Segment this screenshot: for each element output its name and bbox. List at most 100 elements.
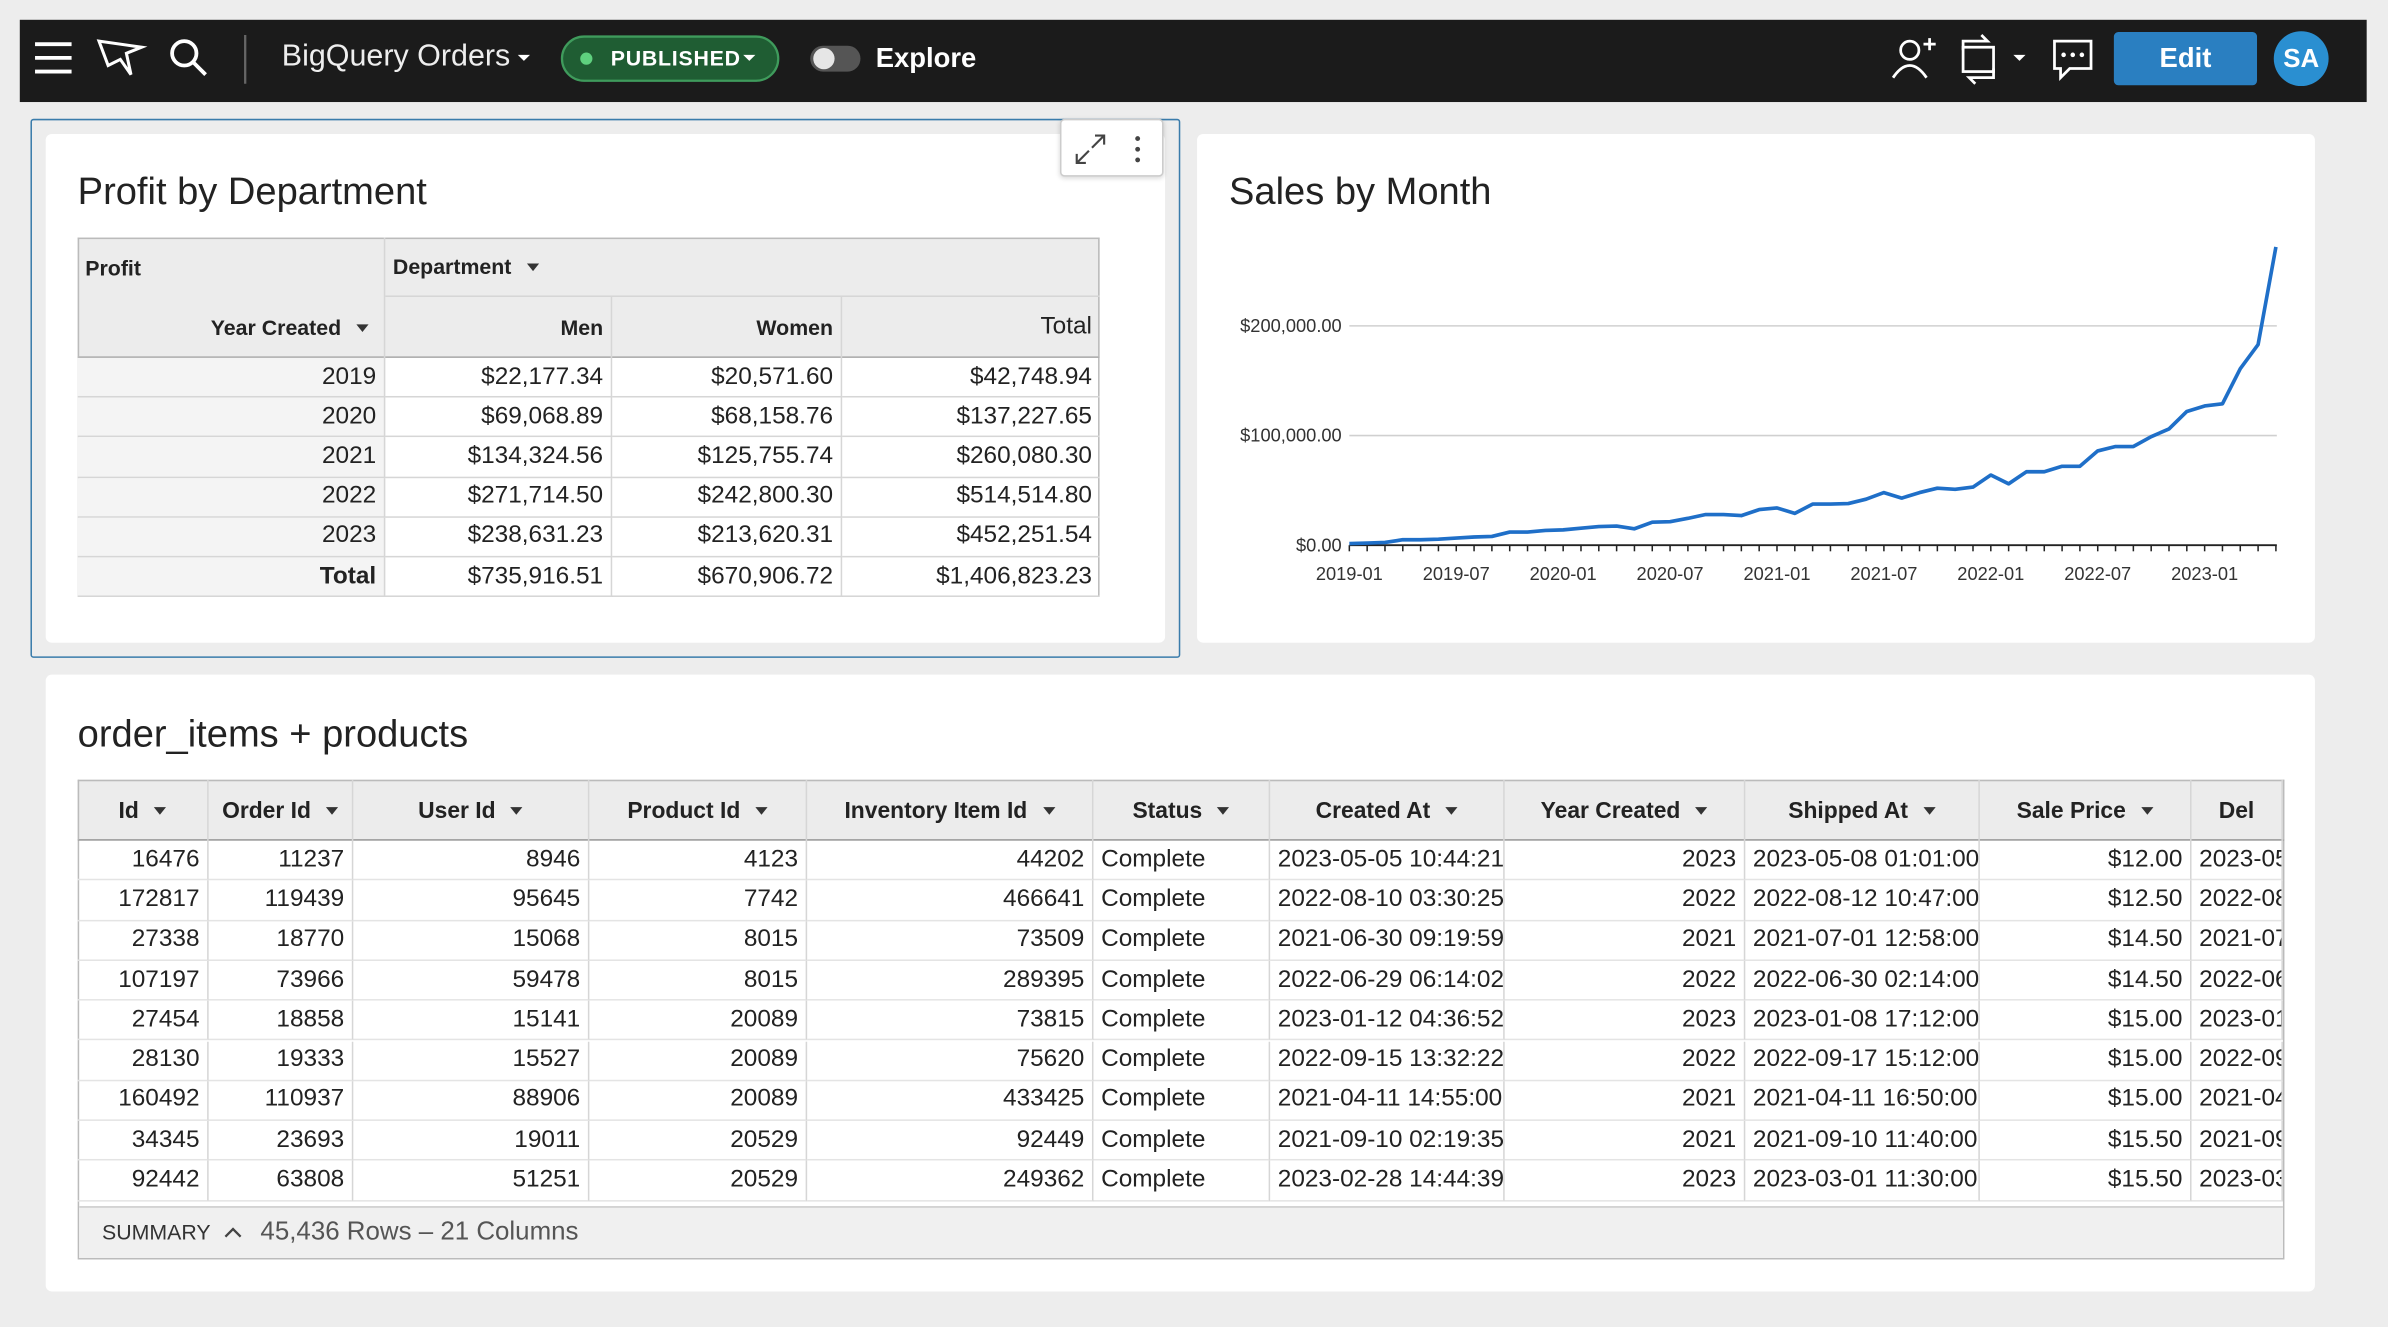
table-cell: 19011 bbox=[353, 1121, 590, 1162]
table-cell: 20089 bbox=[589, 1080, 808, 1122]
table-cell: 4123 bbox=[589, 840, 808, 881]
sort-caret[interactable] bbox=[1445, 806, 1458, 815]
pivot-cell: $69,068.89 bbox=[385, 397, 613, 438]
card-title: Sales by Month bbox=[1229, 170, 1492, 214]
table-cell: 59478 bbox=[353, 960, 590, 1001]
pivot-cell: $238,631.23 bbox=[385, 517, 613, 558]
table-cell: $14.50 bbox=[1979, 920, 2192, 961]
table-cell: 20529 bbox=[589, 1161, 808, 1202]
avatar[interactable] bbox=[2273, 31, 2329, 87]
column-header: User Id bbox=[353, 779, 590, 841]
table-cell: 2023-01-08 17:12:00 bbox=[1745, 1000, 1980, 1041]
table-cell: 20089 bbox=[589, 1000, 808, 1041]
x-tick-label: 2020-07 bbox=[1637, 563, 1704, 584]
x-tick-label: 2022-01 bbox=[1957, 563, 2024, 584]
column-header: Year Created bbox=[1505, 779, 1746, 841]
table-cell: $15.50 bbox=[1979, 1121, 2192, 1162]
sort-caret[interactable] bbox=[356, 323, 369, 332]
table-cell: $15.50 bbox=[1979, 1161, 2192, 1202]
status-label: PUBLISHED bbox=[610, 45, 741, 71]
sort-caret[interactable] bbox=[2141, 806, 2154, 815]
table-cell: 19333 bbox=[208, 1040, 354, 1081]
pivot-row-label: Total bbox=[77, 557, 386, 598]
column-header: Created At bbox=[1270, 779, 1505, 841]
table-cell: 2022-08-10 03:30:25 bbox=[1270, 880, 1505, 921]
top-bar: BigQuery Orders PUBLISHED Explore Edit S… bbox=[19, 19, 2367, 103]
table-cell: 2023 bbox=[1504, 1000, 1746, 1041]
more-icon[interactable] bbox=[1135, 136, 1141, 163]
pivot-cell: $514,514.80 bbox=[842, 478, 1100, 518]
table-cell: 95645 bbox=[353, 880, 590, 921]
pivot-row-field: Year Created bbox=[78, 296, 386, 358]
toggle-knob bbox=[813, 47, 835, 70]
share-icon[interactable] bbox=[1891, 38, 1936, 79]
card-title: Profit by Department bbox=[77, 170, 427, 214]
line-chart: $0.00 $100,000.00 $200,000.00 2019-01 2019-0… bbox=[1240, 246, 2278, 584]
pivot-column-label: Women bbox=[612, 296, 843, 358]
sort-caret[interactable] bbox=[1217, 806, 1230, 815]
summary-toggle[interactable] bbox=[222, 1224, 243, 1239]
pivot-cell: $242,800.30 bbox=[612, 477, 843, 518]
edit-button[interactable] bbox=[2113, 31, 2258, 86]
pivot-cell: $68,158.76 bbox=[612, 397, 843, 438]
pivot-cell: $260,080.30 bbox=[842, 438, 1100, 478]
y-tick-label: $200,000.00 bbox=[1240, 315, 1342, 336]
sort-caret[interactable] bbox=[1042, 806, 1055, 815]
table-cell: 2022-06 bbox=[2191, 960, 2283, 1001]
sort-caret[interactable] bbox=[1695, 806, 1708, 815]
comments-icon[interactable] bbox=[2053, 39, 2093, 81]
table-cell: 2022-06-29 06:14:02 bbox=[1270, 960, 1505, 1001]
table-cell: 20089 bbox=[589, 1040, 808, 1081]
status-badge[interactable] bbox=[560, 35, 780, 82]
sort-caret[interactable] bbox=[1923, 806, 1936, 815]
table-cell: $12.50 bbox=[1979, 880, 2192, 921]
table-cell: 107197 bbox=[77, 960, 209, 1001]
workbook-title[interactable]: BigQuery Orders bbox=[281, 39, 511, 74]
table-cell: 2022 bbox=[1504, 1040, 1746, 1081]
table-cell: 2022-09-15 13:32:22 bbox=[1270, 1040, 1505, 1081]
pivot-cell: $670,906.72 bbox=[612, 557, 843, 598]
edit-label[interactable]: Edit bbox=[2159, 42, 2212, 74]
sort-caret[interactable] bbox=[326, 806, 339, 815]
column-header: Del bbox=[2192, 779, 2283, 841]
table-cell: Complete bbox=[1093, 1121, 1271, 1162]
table-cell: Complete bbox=[1093, 960, 1271, 1001]
pivot-header-bg bbox=[77, 237, 1100, 358]
pivot-column-label: Total bbox=[1040, 313, 1092, 340]
title-caret[interactable] bbox=[517, 54, 530, 61]
column-header: Id bbox=[78, 779, 209, 841]
pivot-row-label: 2023 bbox=[77, 517, 386, 558]
table-card[interactable]: order_items + products bbox=[45, 674, 2315, 1292]
chart-card[interactable]: Sales by Month bbox=[1197, 134, 2315, 643]
explore-label[interactable]: Explore bbox=[875, 42, 977, 74]
table-cell: $12.00 bbox=[1979, 840, 2192, 881]
sort-caret[interactable] bbox=[526, 262, 539, 271]
table-cell: 172817 bbox=[77, 880, 209, 921]
table-cell: 466641 bbox=[807, 880, 1094, 921]
expand-icon[interactable] bbox=[1075, 134, 1106, 165]
sort-caret[interactable] bbox=[510, 806, 524, 815]
menu-icon[interactable] bbox=[35, 42, 72, 74]
column-header: Status bbox=[1093, 779, 1271, 841]
table-cell: 8015 bbox=[589, 920, 808, 961]
table-cell: 2022 bbox=[1504, 960, 1746, 1001]
summary-bar bbox=[79, 1206, 2283, 1258]
sync-caret[interactable] bbox=[2013, 54, 2026, 61]
column-header: Inventory Item Id bbox=[807, 779, 1094, 841]
summary-label: SUMMARY bbox=[102, 1219, 211, 1245]
search-icon[interactable] bbox=[170, 39, 207, 76]
table-cell: 2021-04 bbox=[2191, 1080, 2283, 1122]
x-tick-label: 2019-07 bbox=[1423, 563, 1490, 584]
table-cell: 2021 bbox=[1504, 1080, 1746, 1122]
table-cell: 15141 bbox=[353, 1000, 590, 1041]
logo[interactable] bbox=[96, 39, 148, 76]
table-cell: 2023-03 bbox=[2191, 1161, 2283, 1202]
sort-caret[interactable] bbox=[755, 806, 768, 815]
sync-icon[interactable] bbox=[1961, 34, 1995, 85]
pivot-cell: $735,916.51 bbox=[385, 557, 613, 598]
sort-caret[interactable] bbox=[154, 806, 167, 815]
table-cell: 2023 bbox=[1504, 1161, 1746, 1202]
table-cell: 2021-06-30 09:19:59 bbox=[1270, 920, 1505, 961]
